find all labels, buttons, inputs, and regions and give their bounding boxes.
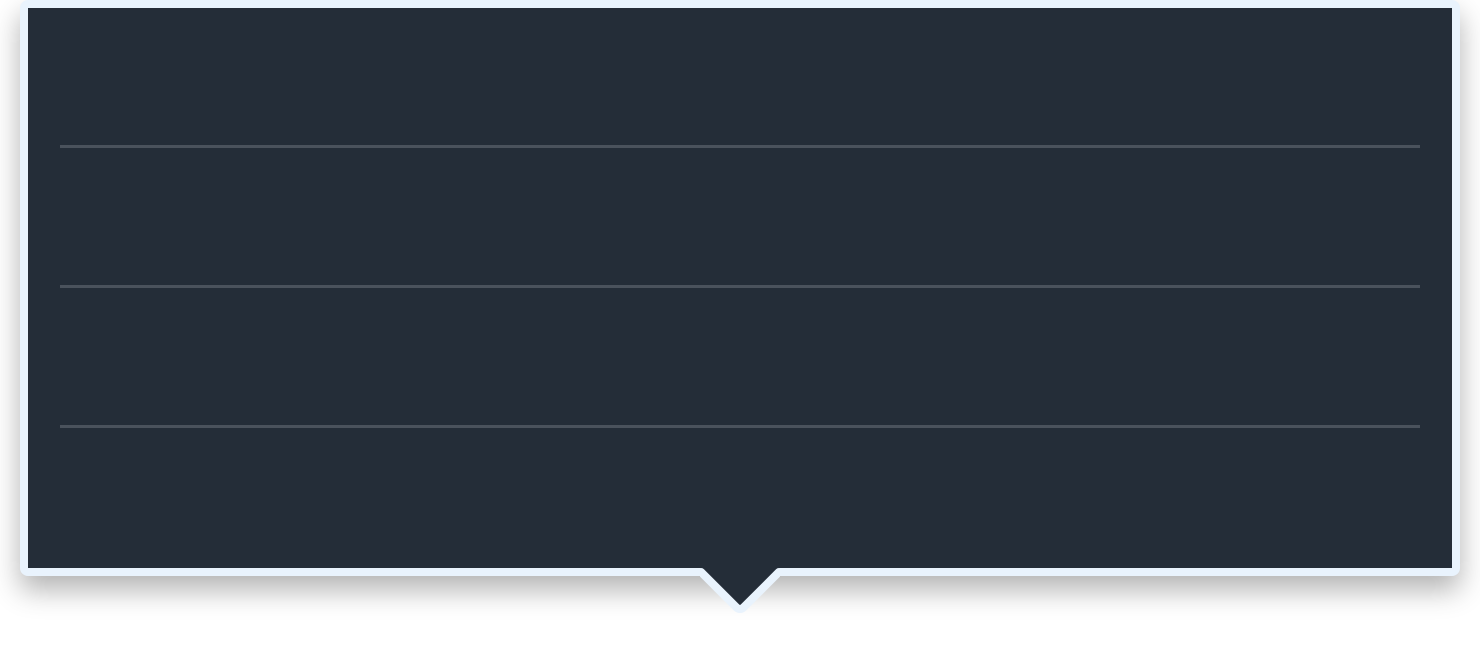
- popover-row[interactable]: [60, 148, 1420, 288]
- popover-row-list: [60, 8, 1420, 568]
- popover-row[interactable]: [60, 288, 1420, 428]
- popover-row-label: [60, 288, 1420, 344]
- popover-row[interactable]: [60, 428, 1420, 568]
- popover-panel: [20, 0, 1460, 576]
- popover-row-label: [60, 428, 1420, 484]
- popover-row-label: [60, 148, 1420, 204]
- popover-row-label: [60, 8, 1420, 64]
- popover-row[interactable]: [60, 8, 1420, 148]
